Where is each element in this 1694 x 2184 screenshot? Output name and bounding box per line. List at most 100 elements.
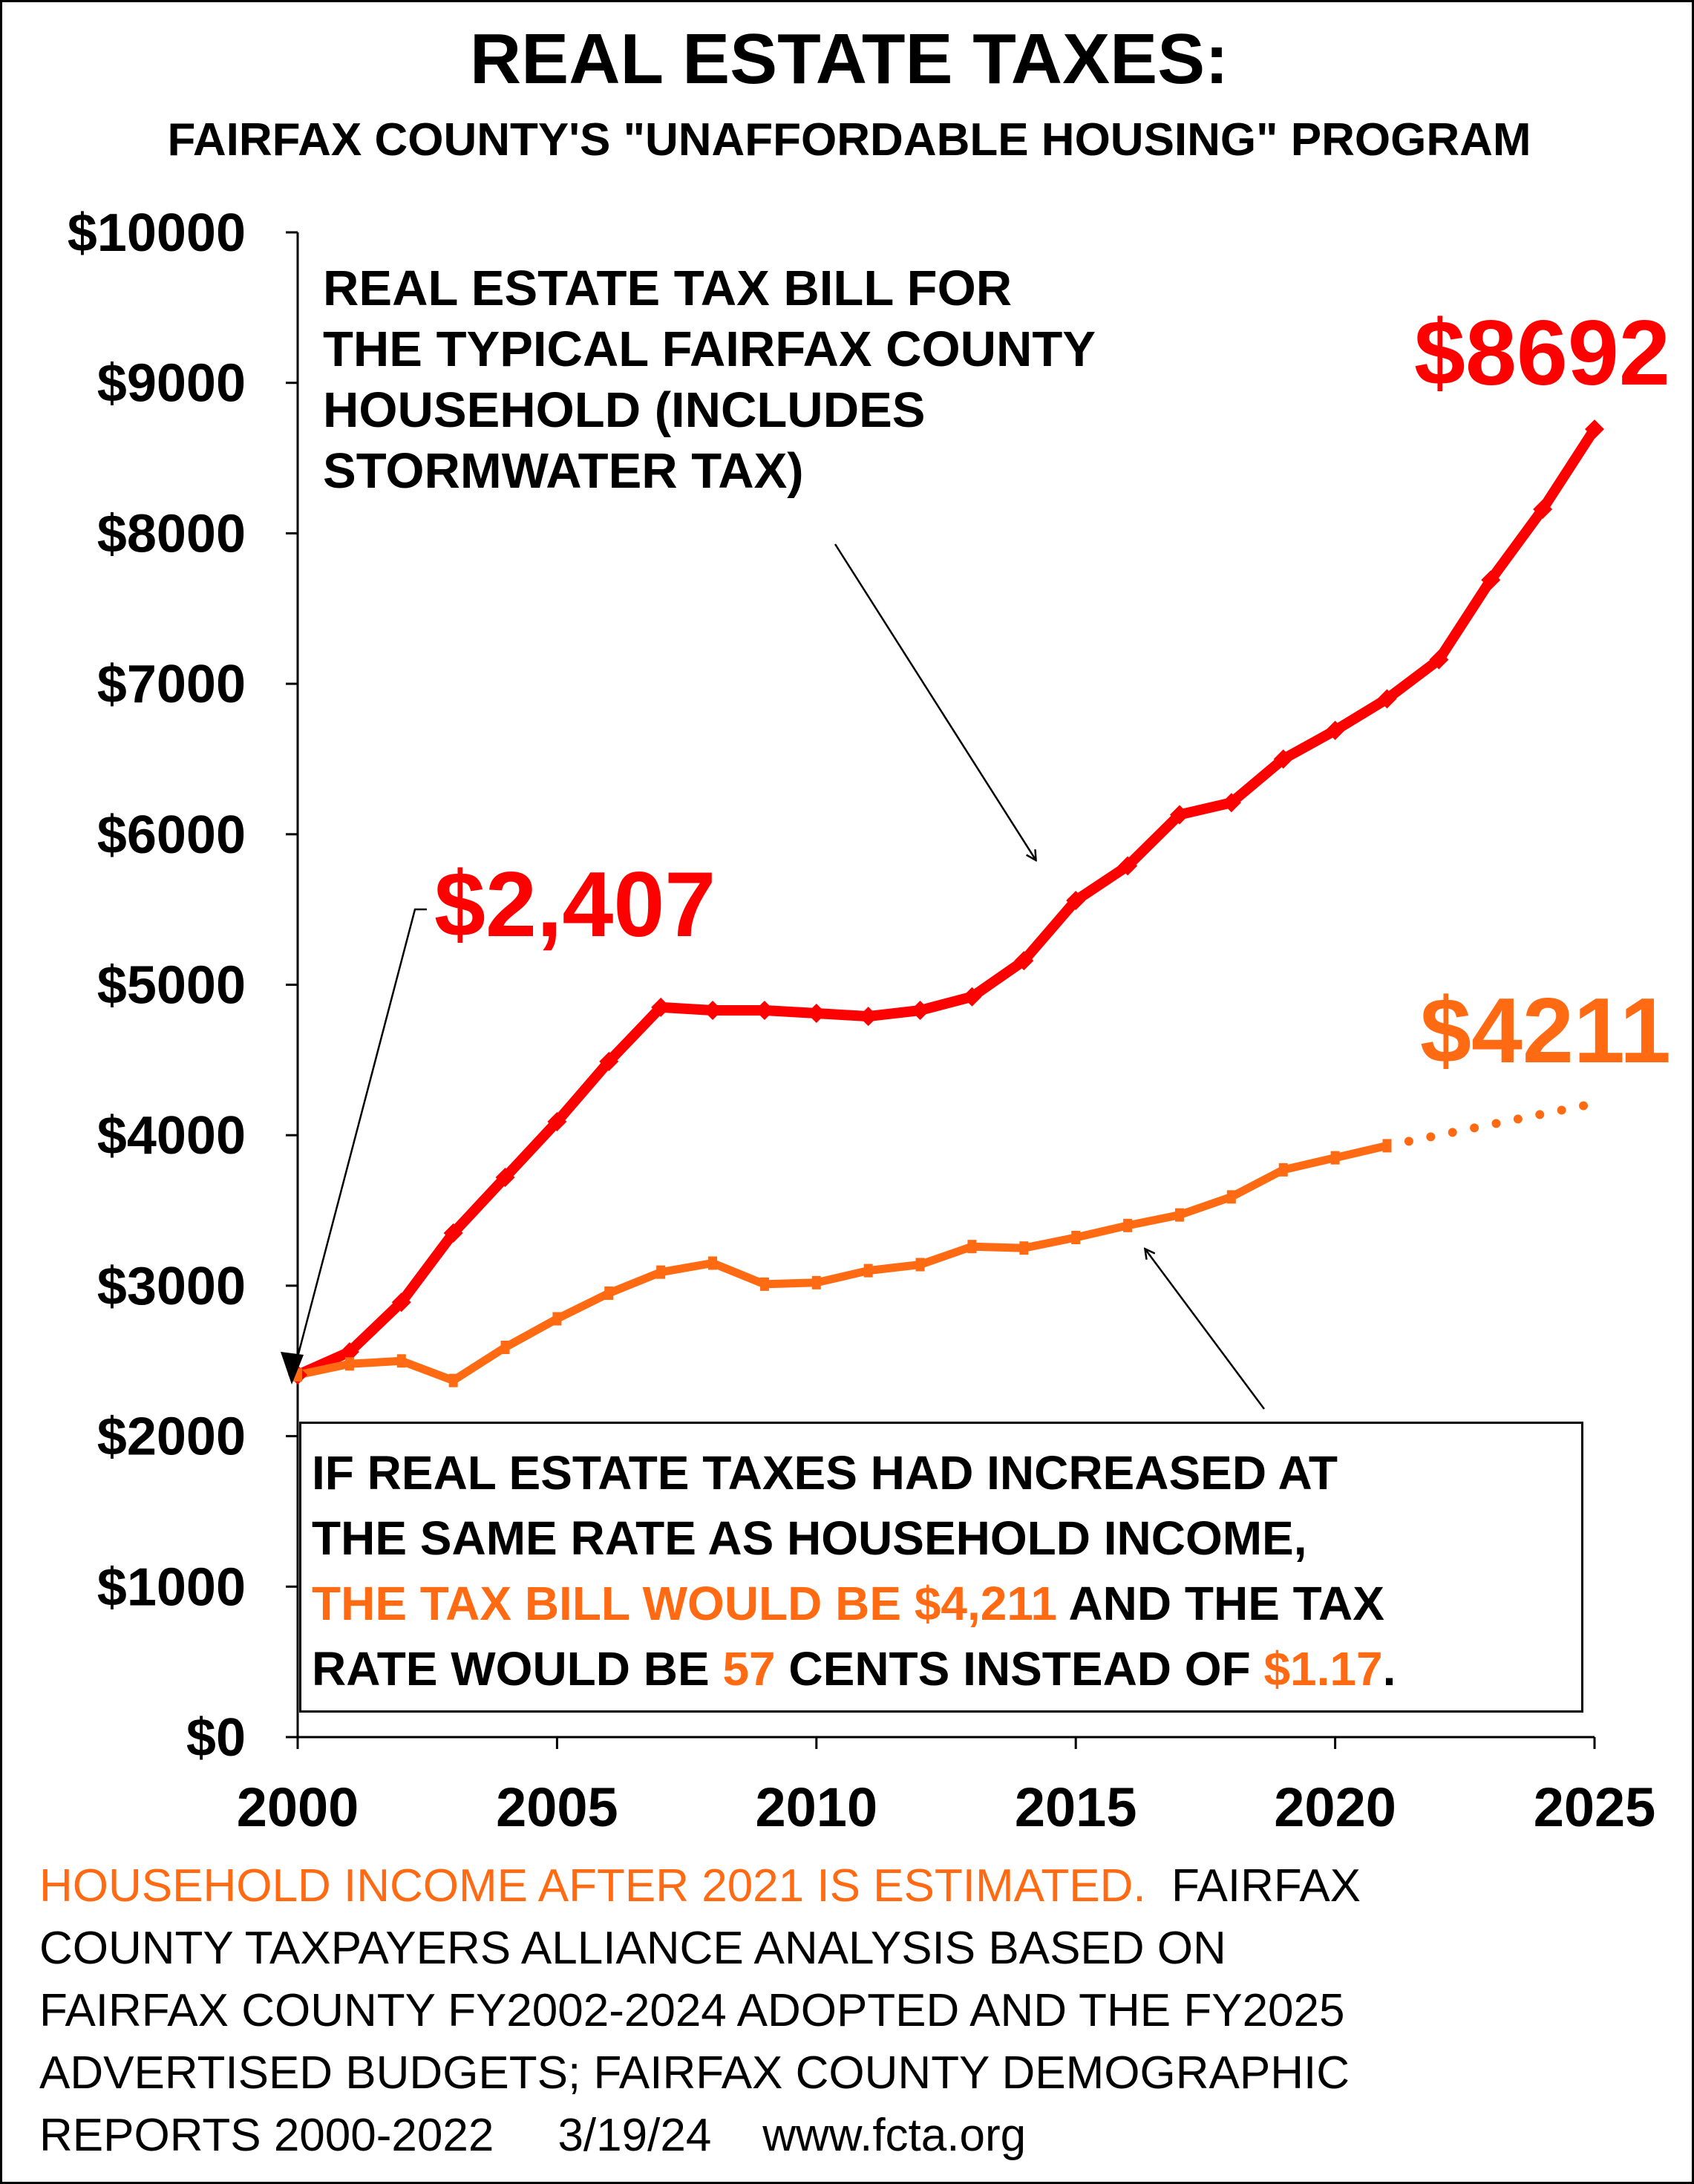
data-point-orange bbox=[656, 1265, 666, 1279]
series-line-tax-bill bbox=[295, 426, 1599, 1380]
data-point-orange bbox=[604, 1286, 614, 1301]
y-tick-label: $2000 bbox=[97, 1407, 246, 1467]
data-point-red bbox=[703, 1000, 723, 1020]
footer-line: COUNTY TAXPAYERS ALLIANCE ANALYSIS BASED… bbox=[39, 1923, 1226, 1974]
data-point-orange bbox=[552, 1312, 562, 1326]
callout-line: HOUSEHOLD (INCLUDES bbox=[323, 382, 926, 438]
note-text: RATE WOULD BE bbox=[312, 1642, 723, 1696]
data-point-red bbox=[1169, 805, 1189, 825]
data-point-red bbox=[1585, 419, 1604, 439]
data-point-orange bbox=[1226, 1190, 1236, 1204]
data-point-red bbox=[599, 1051, 619, 1071]
note-highlight: THE TAX BILL WOULD BE $4,211 bbox=[312, 1577, 1058, 1630]
data-point-red bbox=[1429, 650, 1449, 670]
data-point-orange bbox=[863, 1263, 873, 1278]
data-point-red bbox=[1481, 570, 1501, 590]
data-point-red bbox=[910, 1000, 930, 1020]
y-tick-label: $3000 bbox=[97, 1257, 246, 1316]
footer-line: HOUSEHOLD INCOME AFTER 2021 IS ESTIMATED… bbox=[39, 1855, 1672, 1917]
note-line: RATE WOULD BE 57 CENTS INSTEAD OF $1.17. bbox=[312, 1636, 1581, 1701]
start-value-label: $2,407 bbox=[434, 854, 716, 956]
arrow-orange-callout bbox=[1145, 1249, 1266, 1410]
data-point-red bbox=[1533, 499, 1553, 519]
data-point-orange bbox=[1278, 1163, 1288, 1177]
data-point-red bbox=[391, 1292, 411, 1312]
callout-line: REAL ESTATE TAX BILL FOR bbox=[323, 261, 1013, 316]
arrowhead-start bbox=[281, 1352, 304, 1384]
data-point-red bbox=[443, 1223, 463, 1243]
data-point-orange bbox=[1123, 1218, 1133, 1232]
data-point-orange bbox=[500, 1341, 510, 1355]
note-line: THE TAX BILL WOULD BE $4,211 AND THE TAX bbox=[312, 1571, 1581, 1636]
chart-title: REAL ESTATE TAXES: bbox=[469, 19, 1229, 99]
data-point-red bbox=[806, 1004, 826, 1024]
data-point-red bbox=[1377, 689, 1397, 709]
data-point-red bbox=[495, 1167, 515, 1187]
note-text: AND THE TAX bbox=[1057, 1577, 1384, 1630]
x-tick-label: 2020 bbox=[1274, 1776, 1396, 1838]
y-tick-label: $6000 bbox=[97, 805, 246, 865]
data-point-orange bbox=[448, 1373, 458, 1387]
callout-line: STORMWATER TAX) bbox=[323, 443, 804, 499]
data-point-red bbox=[962, 987, 982, 1007]
callout-line: THE TYPICAL FAIRFAX COUNTY bbox=[323, 321, 1096, 377]
footer-line: ADVERTISED BUDGETS; FAIRFAX COUNTY DEMOG… bbox=[39, 2047, 1350, 2099]
chart-subtitle: FAIRFAX COUNTY'S "UNAFFORDABLE HOUSING" … bbox=[167, 114, 1531, 166]
data-point-orange bbox=[811, 1275, 821, 1289]
y-tick-label: $9000 bbox=[97, 354, 246, 413]
data-point-red bbox=[339, 1342, 359, 1362]
data-point-orange bbox=[759, 1277, 769, 1291]
data-point-orange bbox=[1382, 1139, 1392, 1153]
data-point-red bbox=[1014, 951, 1034, 971]
data-point-orange bbox=[915, 1258, 925, 1272]
end-value-label-red: $8692 bbox=[1414, 302, 1670, 405]
y-tick-label: $10000 bbox=[68, 203, 246, 263]
data-point-red bbox=[858, 1007, 878, 1027]
data-point-red bbox=[651, 997, 671, 1017]
y-tick-label: $1000 bbox=[97, 1557, 246, 1617]
y-tick-label: $0 bbox=[186, 1708, 246, 1768]
data-point-orange bbox=[344, 1357, 354, 1371]
data-point-red bbox=[547, 1111, 567, 1131]
y-tick-label: $4000 bbox=[97, 1106, 246, 1165]
note-highlight: $1.17 bbox=[1263, 1642, 1383, 1696]
footer-text: FAIRFAX bbox=[1145, 1860, 1361, 1912]
source-footer: HOUSEHOLD INCOME AFTER 2021 IS ESTIMATED… bbox=[39, 1855, 1672, 2167]
note-line: IF REAL ESTATE TAXES HAD INCREASED AT bbox=[312, 1446, 1338, 1500]
x-tick-label: 2000 bbox=[237, 1776, 359, 1838]
y-tick-label: $5000 bbox=[97, 956, 246, 1016]
estimated-note: HOUSEHOLD INCOME AFTER 2021 IS ESTIMATED… bbox=[39, 1860, 1146, 1912]
arrow-start-label bbox=[290, 908, 427, 1380]
arrow-red-callout bbox=[834, 543, 1036, 860]
x-tick-label: 2025 bbox=[1534, 1776, 1656, 1838]
data-point-orange bbox=[1330, 1151, 1340, 1165]
data-point-orange bbox=[1071, 1231, 1081, 1245]
data-point-orange bbox=[708, 1256, 718, 1270]
data-point-red bbox=[1221, 793, 1241, 813]
y-tick-label: $8000 bbox=[97, 504, 246, 563]
data-point-orange bbox=[1019, 1241, 1029, 1255]
series-line-income-rate bbox=[296, 1142, 1388, 1385]
data-point-red bbox=[1325, 720, 1345, 740]
x-tick-label: 2015 bbox=[1015, 1776, 1137, 1838]
note-text: CENTS INSTEAD OF bbox=[775, 1642, 1264, 1696]
y-tick-label: $7000 bbox=[97, 655, 246, 714]
note-highlight: 57 bbox=[722, 1642, 776, 1696]
data-point-orange bbox=[967, 1240, 977, 1254]
data-point-red bbox=[1273, 749, 1293, 769]
callout-red-series: REAL ESTATE TAX BILL FOR THE TYPICAL FAI… bbox=[323, 258, 1096, 502]
note-text: . bbox=[1382, 1642, 1396, 1696]
note-line: THE SAME RATE AS HOUSEHOLD INCOME, bbox=[312, 1511, 1307, 1565]
comparison-note-box: IF REAL ESTATE TAXES HAD INCREASED AT TH… bbox=[299, 1422, 1583, 1713]
footer-line: FAIRFAX COUNTY FY2002-2024 ADOPTED AND T… bbox=[39, 1985, 1345, 2036]
data-point-orange bbox=[396, 1354, 406, 1368]
footer-line: REPORTS 2000-2022 3/19/24 www.fcta.org bbox=[39, 2110, 1027, 2161]
data-point-orange bbox=[1174, 1208, 1184, 1222]
x-tick-label: 2005 bbox=[496, 1776, 618, 1838]
series-line-estimated bbox=[1382, 1099, 1599, 1151]
x-tick-label: 2010 bbox=[755, 1776, 877, 1838]
data-point-red bbox=[1118, 856, 1138, 876]
data-point-red bbox=[754, 1000, 774, 1020]
